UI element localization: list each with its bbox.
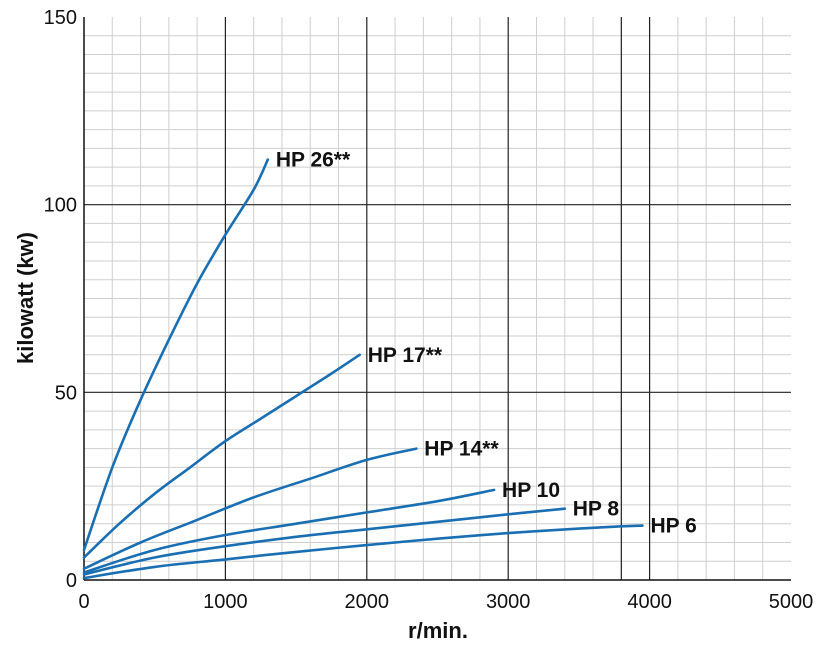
series-line [82, 488, 496, 574]
series-label: HP 10 [502, 479, 560, 502]
y-tick-labels: 0 50 100 150 [44, 7, 77, 592]
x-tick-labels: 0 1000 2000 3000 4000 5000 [78, 591, 813, 613]
series-line [82, 447, 418, 570]
x-tick-label: 5000 [769, 591, 814, 613]
x-tick-label: 1000 [203, 591, 248, 613]
x-tick-label: 0 [78, 591, 89, 613]
x-tick-label: 4000 [627, 591, 672, 613]
y-tick-label: 150 [44, 7, 77, 29]
series-label: HP 8 [573, 498, 620, 521]
x-tick-label: 2000 [345, 591, 390, 613]
series-label: HP 6 [651, 515, 697, 538]
y-tick-label: 100 [44, 195, 77, 217]
y-tick-label: 0 [66, 570, 77, 592]
series-labels: HP 26** HP 17** HP 14**HP 10 HP 8 HP 6 [276, 149, 697, 538]
series-line [82, 158, 270, 552]
series-line [82, 524, 644, 580]
series-label: HP 26** [276, 149, 351, 172]
series-label: HP 17** [368, 344, 443, 367]
x-axis-label: r/min. [408, 618, 468, 643]
y-axis-label: kilowatt (kw) [13, 232, 38, 364]
y-tick-label: 50 [55, 382, 77, 404]
chart-grid [84, 17, 791, 580]
series-lines [82, 158, 644, 580]
series-label: HP 14** [424, 438, 499, 461]
chart-axes [83, 17, 791, 581]
series-line [82, 507, 567, 576]
series-line [82, 353, 361, 559]
x-tick-label: 3000 [486, 591, 531, 613]
